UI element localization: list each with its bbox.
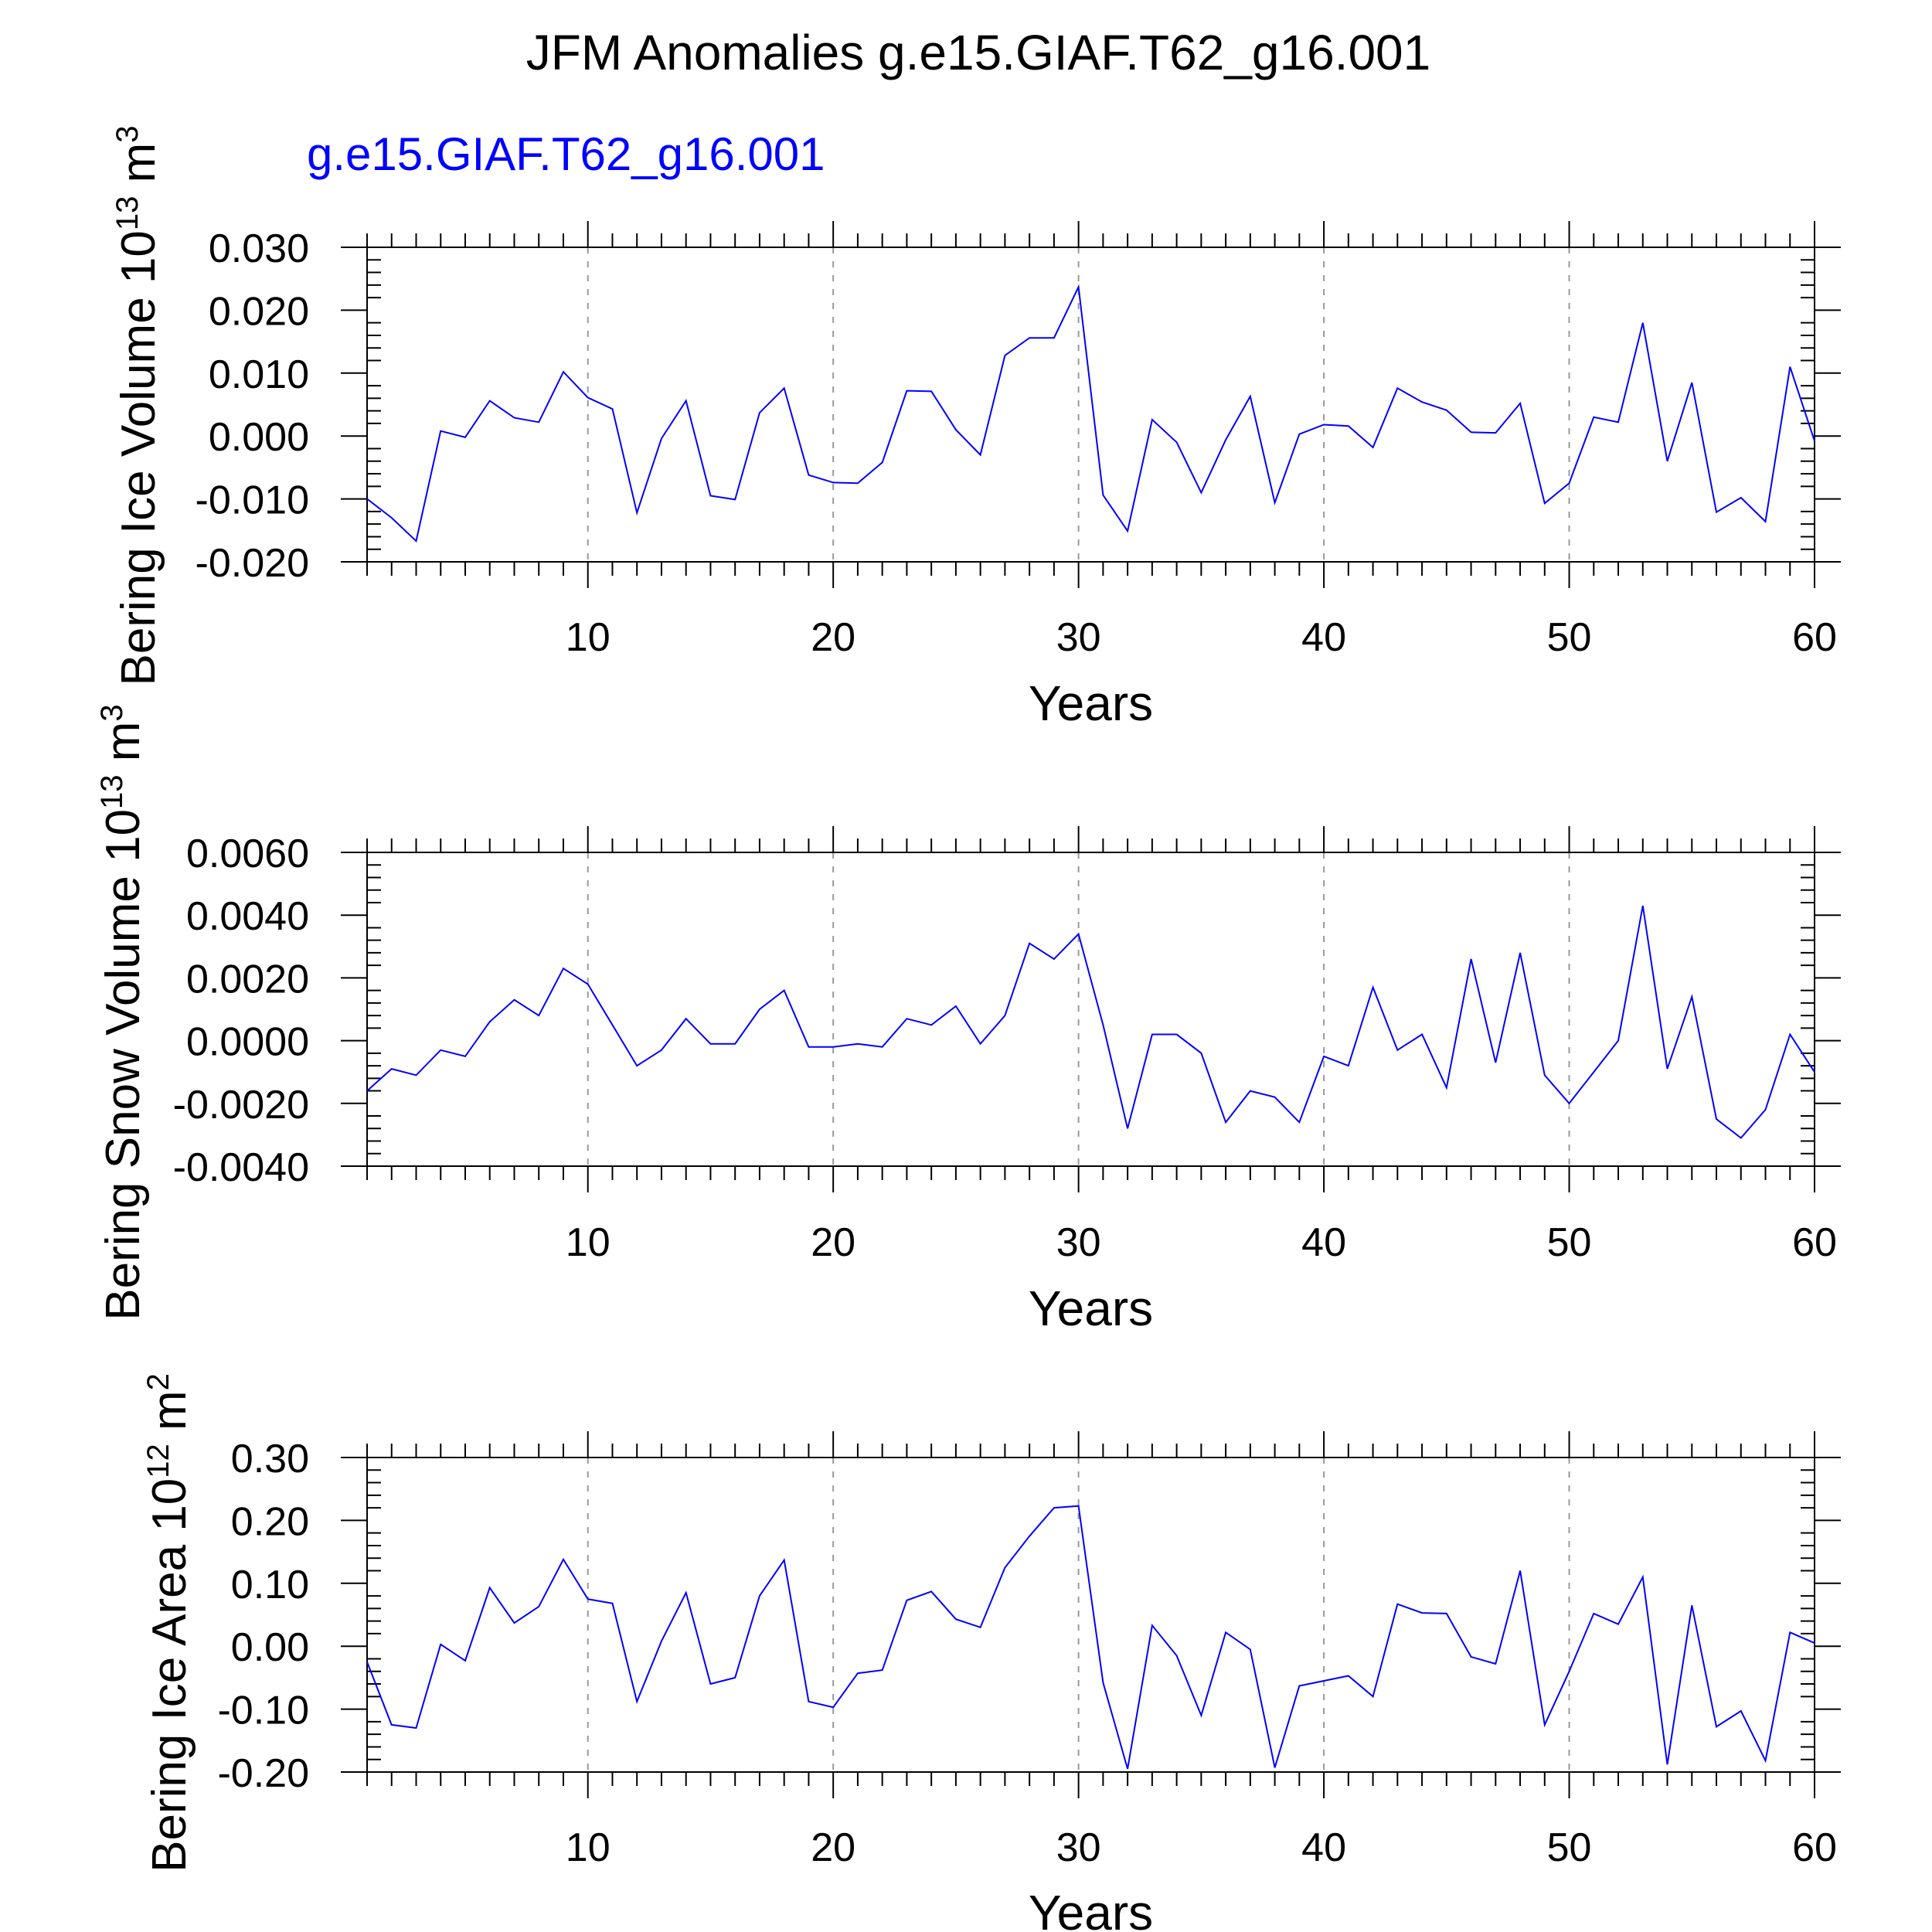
y-axis-label-part: Bering Ice Volume 10: [112, 230, 165, 685]
y-tick-label: -0.010: [196, 478, 309, 523]
y-axis-label-part: m: [97, 722, 150, 775]
plot-frame: [366, 852, 1815, 1167]
y-tick-label: 0.00: [231, 1625, 309, 1670]
y-tick-label: 0.10: [231, 1563, 309, 1607]
x-axis-label: Years: [1029, 1281, 1153, 1336]
y-tick-label: -0.20: [217, 1751, 309, 1796]
x-tick-label: 20: [811, 1825, 855, 1870]
y-tick-label: 0.000: [209, 415, 309, 460]
x-tick-label: 50: [1547, 1825, 1592, 1870]
x-tick-label: 20: [811, 615, 855, 660]
chart-panel-2: -0.0040 -0.0020 0.0000 0.0020 0.0040 0.0060 10…: [95, 704, 1841, 1336]
x-axis-label: Years: [1029, 675, 1153, 731]
y-axis-label: Bering Ice Area 1012 m2: [141, 1373, 196, 1872]
y-tick-label: 0.30: [231, 1437, 309, 1481]
y-tick-label: -0.020: [196, 541, 309, 586]
x-tick-label: 10: [566, 1220, 611, 1265]
x-tick-label: 30: [1056, 1825, 1101, 1870]
x-tick-label: 50: [1547, 1220, 1592, 1265]
y-axis-label-exponent: 13: [111, 196, 145, 231]
x-tick-label: 40: [1301, 1825, 1346, 1870]
y-axis-label-part: m: [112, 143, 165, 196]
y-tick-label: -0.0040: [173, 1145, 309, 1190]
y-axis-label-exponent: 13: [95, 774, 129, 809]
chart-subtitle: g.e15.GIAF.T62_g16.001: [307, 128, 825, 180]
y-axis-label: Bering Snow Volume 1013 m3: [95, 704, 150, 1320]
y-axis-label-exponent: 2: [141, 1373, 175, 1390]
y-tick-label: 0.0020: [186, 957, 309, 1002]
chart-panel-1: -0.020 -0.010 0.000 0.010 0.020 0.030 10 20 30 40…: [111, 126, 1841, 731]
y-axis-label-exponent: 3: [111, 126, 145, 143]
x-tick-label: 60: [1792, 1825, 1837, 1870]
x-axis-label: Years: [1029, 1885, 1153, 1932]
y-tick-label: -0.0020: [173, 1083, 309, 1128]
x-tick-label: 30: [1056, 1220, 1101, 1265]
y-axis-label-part: Bering Snow Volume 10: [97, 809, 150, 1321]
y-tick-label: 0.020: [209, 289, 309, 334]
x-tick-label: 30: [1056, 615, 1101, 660]
x-tick-label: 40: [1301, 615, 1346, 660]
y-tick-label: 0.0000: [186, 1020, 309, 1065]
y-tick-label: 0.010: [209, 352, 309, 397]
y-tick-label: 0.20: [231, 1499, 309, 1544]
y-tick-label: -0.10: [217, 1689, 309, 1733]
y-axis-label-part: Bering Ice Area 10: [143, 1478, 196, 1872]
x-tick-label: 50: [1547, 615, 1592, 660]
plot-frame: [366, 247, 1815, 563]
y-axis-label-part: m: [143, 1390, 196, 1444]
x-tick-label: 60: [1792, 615, 1837, 660]
plot-frame: [366, 1457, 1815, 1773]
y-axis-label: Bering Ice Volume 1013 m3: [111, 126, 165, 686]
y-tick-label: 0.030: [209, 226, 309, 271]
series-line: [366, 1505, 1815, 1770]
series-line: [366, 905, 1815, 1139]
chart-panel-3: -0.20 -0.10 0.00 0.10 0.20 0.30 10 20 30 40 50 60 Ye…: [141, 1373, 1841, 1932]
y-axis-label-exponent: 12: [141, 1444, 175, 1478]
series-line: [366, 284, 1815, 543]
x-tick-label: 10: [566, 615, 611, 660]
x-tick-label: 20: [811, 1220, 855, 1265]
x-tick-label: 10: [566, 1825, 611, 1870]
chart-title: JFM Anomalies g.e15.GIAF.T62_g16.001: [526, 25, 1430, 80]
y-tick-label: 0.0060: [186, 832, 309, 876]
x-tick-label: 40: [1301, 1220, 1346, 1265]
x-tick-label: 60: [1792, 1220, 1837, 1265]
y-tick-label: 0.0040: [186, 894, 309, 939]
y-axis-label-exponent: 3: [95, 704, 129, 721]
